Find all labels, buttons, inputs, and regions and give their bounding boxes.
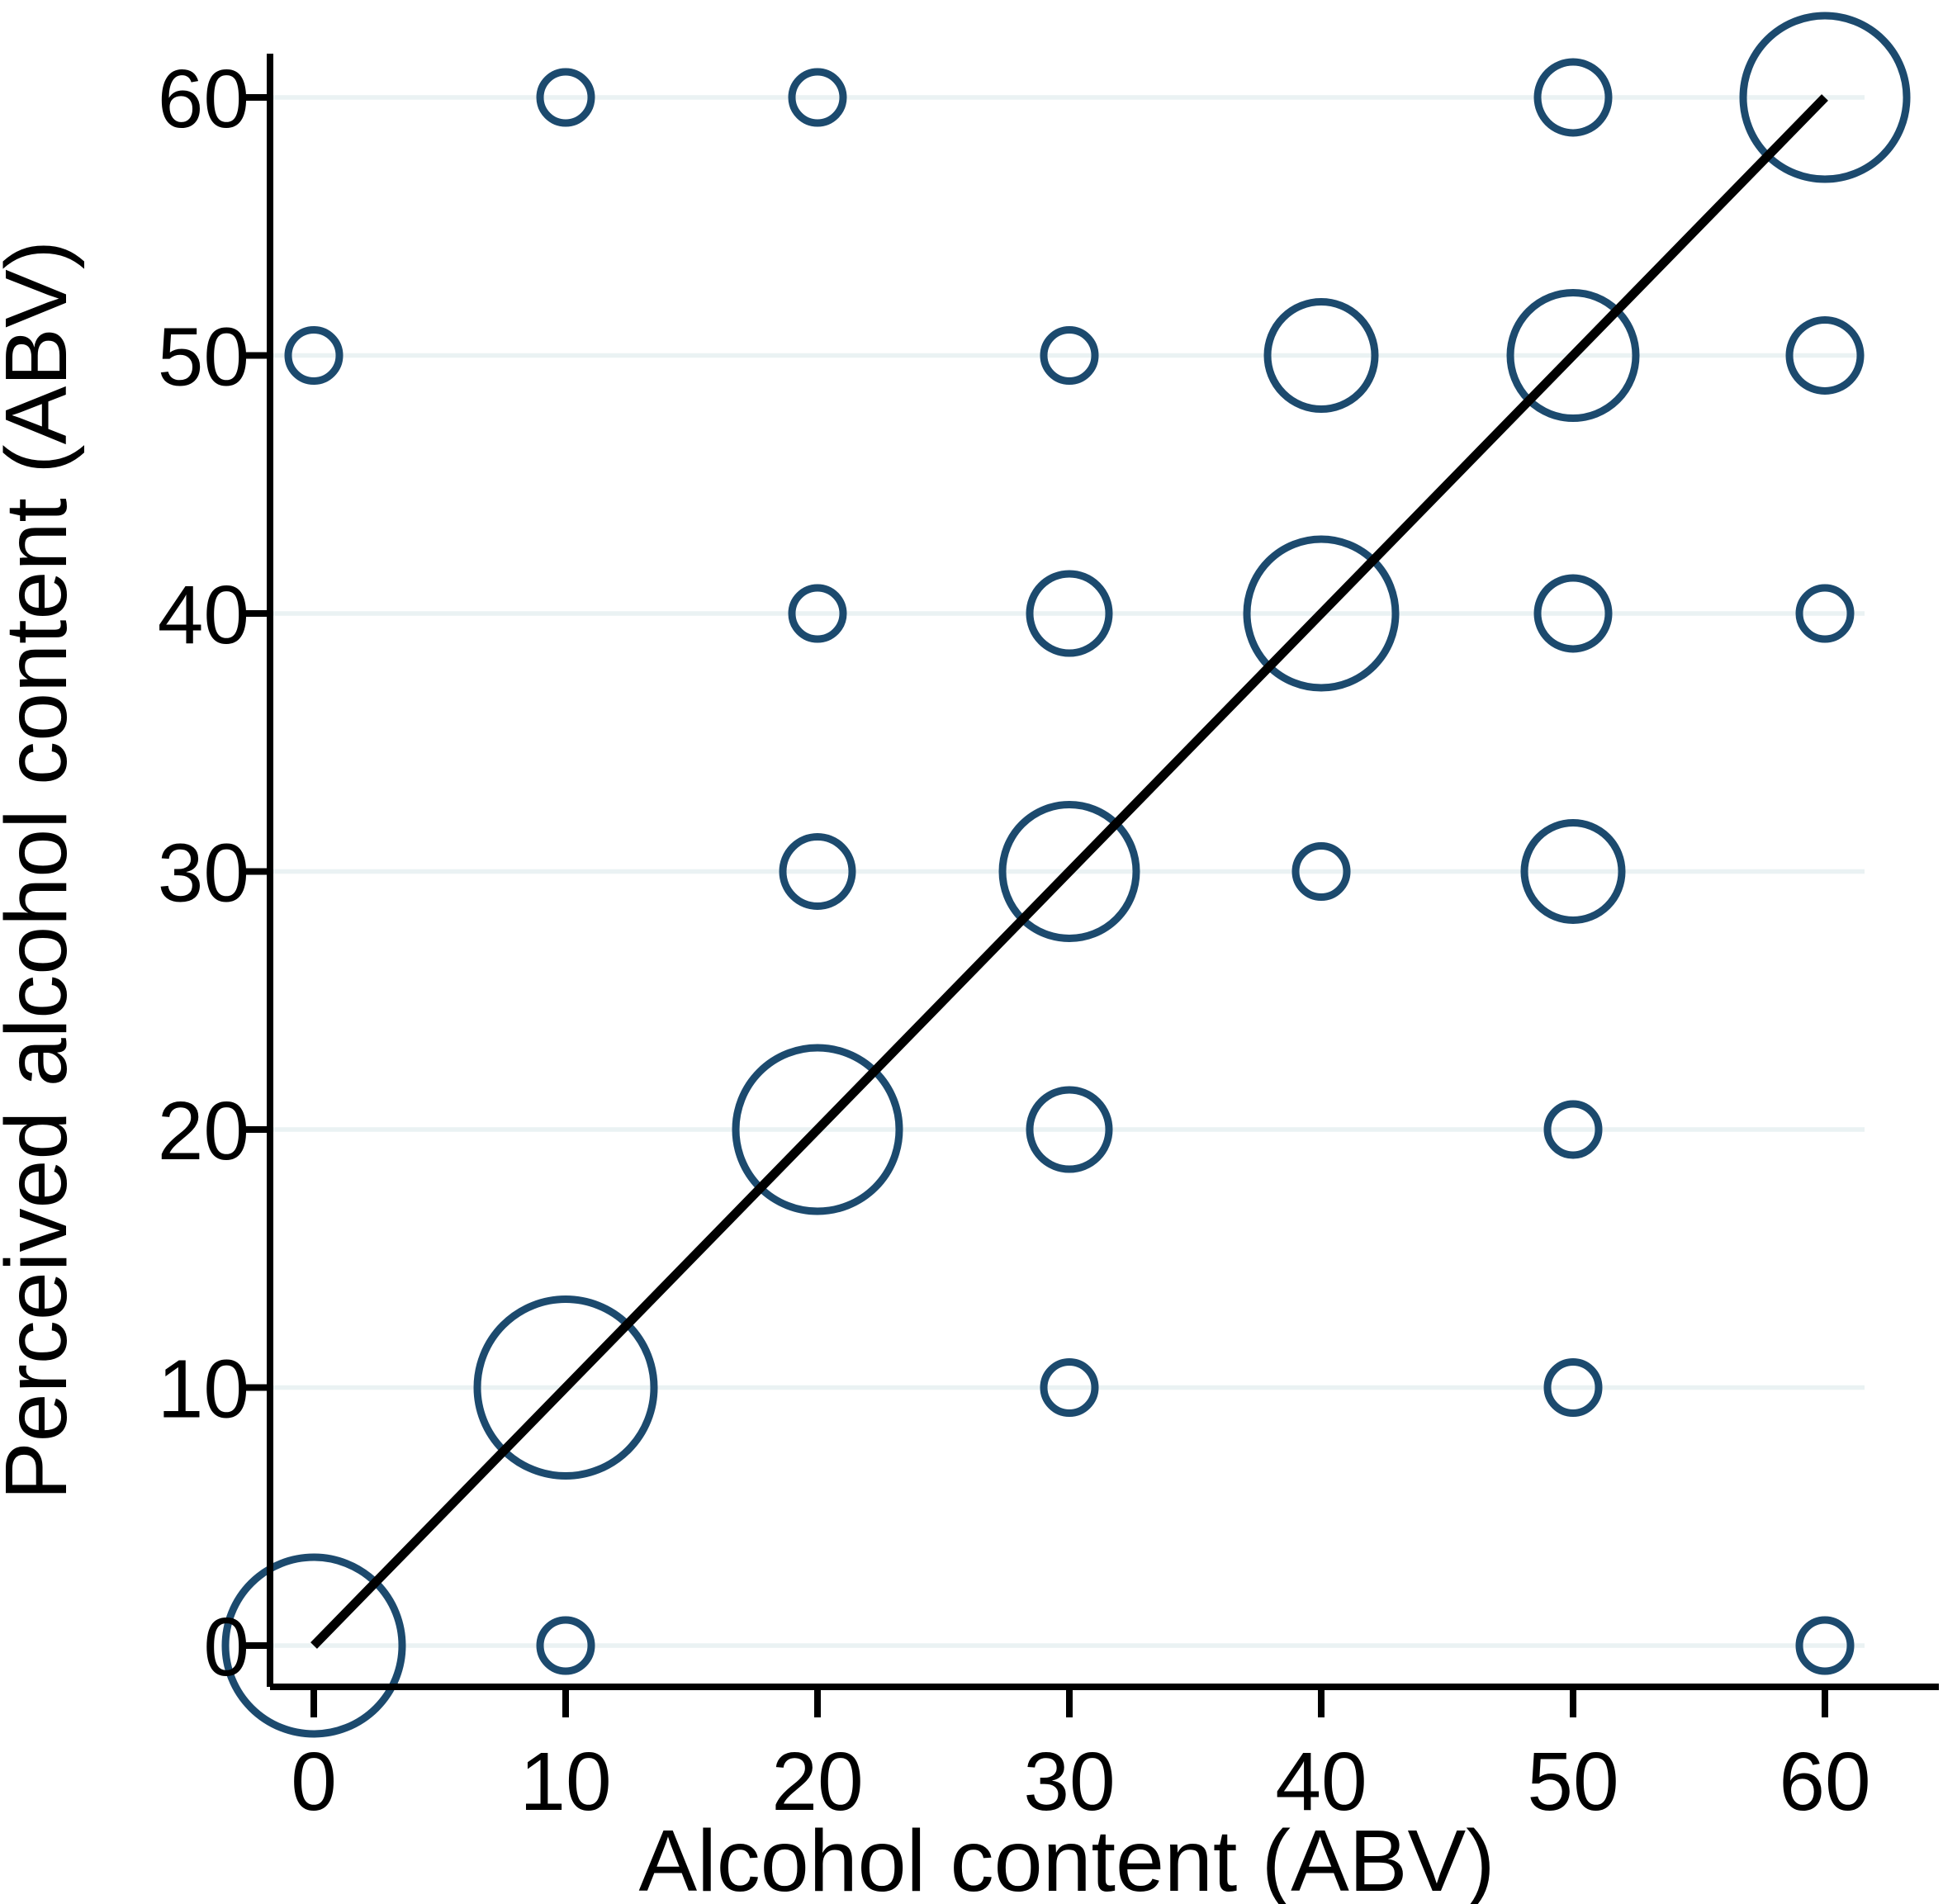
y-tick-labels: 0 10 20 30 40 50 60 xyxy=(158,53,249,1693)
bubble-40-30 xyxy=(1291,842,1351,901)
bubble-10-60 xyxy=(536,68,595,127)
identity-reference-line xyxy=(310,94,1828,1649)
bubble-30-50 xyxy=(1040,326,1099,385)
y-tick-label-30: 30 xyxy=(158,827,249,920)
bubble-20-60 xyxy=(788,68,847,127)
x-tick-label-10: 10 xyxy=(519,1736,611,1828)
bubble-60-50 xyxy=(1785,316,1865,395)
bubble-60-60 xyxy=(1739,12,1911,183)
bubble-50-60 xyxy=(1533,58,1613,137)
bubble-20-30 xyxy=(779,833,856,910)
y-tick-marks xyxy=(239,94,270,1649)
bubble-20-40 xyxy=(788,584,847,643)
y-tick-label-60: 60 xyxy=(158,53,249,145)
bubble-50-10 xyxy=(1543,1358,1603,1417)
bubble-50-30 xyxy=(1520,819,1626,924)
bubble-50-20 xyxy=(1543,1100,1603,1159)
x-axis-title: Alcohol content (ABV) xyxy=(639,1812,1495,1904)
bubble-60-40 xyxy=(1795,584,1855,643)
y-tick-label-0: 0 xyxy=(203,1601,249,1693)
bubble-50-50 xyxy=(1506,289,1640,422)
x-tick-marks xyxy=(310,1687,1828,1717)
bubble-0-0 xyxy=(221,1553,406,1738)
x-tick-label-60: 60 xyxy=(1779,1736,1870,1828)
x-tick-label-20: 20 xyxy=(771,1736,863,1828)
bubble-30-40 xyxy=(1026,570,1113,657)
bubble-60-0 xyxy=(1795,1616,1855,1675)
y-axis-title: Perceived alcohol content (ABV) xyxy=(0,240,85,1500)
x-tick-label-50: 50 xyxy=(1527,1736,1618,1828)
x-tick-labels: 0 10 20 30 40 50 60 xyxy=(291,1736,1870,1828)
bubble-30-30 xyxy=(998,801,1140,942)
bubble-0-50 xyxy=(284,326,344,385)
bubble-30-20 xyxy=(1026,1086,1113,1173)
y-tick-label-20: 20 xyxy=(158,1085,249,1177)
gridlines xyxy=(270,95,1865,1648)
x-tick-label-0: 0 xyxy=(291,1736,337,1828)
bubble-20-20 xyxy=(732,1044,903,1215)
bubble-10-10 xyxy=(473,1295,658,1480)
bubble-40-40 xyxy=(1243,535,1400,692)
y-tick-label-10: 10 xyxy=(158,1343,249,1436)
bubble-40-50 xyxy=(1263,298,1379,413)
bubble-10-0 xyxy=(536,1616,595,1675)
y-tick-label-50: 50 xyxy=(158,311,249,404)
bubble-50-40 xyxy=(1533,574,1613,653)
data-bubbles xyxy=(221,12,1911,1738)
bubble-30-10 xyxy=(1040,1358,1099,1417)
x-tick-label-30: 30 xyxy=(1023,1736,1115,1828)
x-tick-label-40: 40 xyxy=(1275,1736,1367,1828)
y-tick-label-40: 40 xyxy=(158,569,249,661)
